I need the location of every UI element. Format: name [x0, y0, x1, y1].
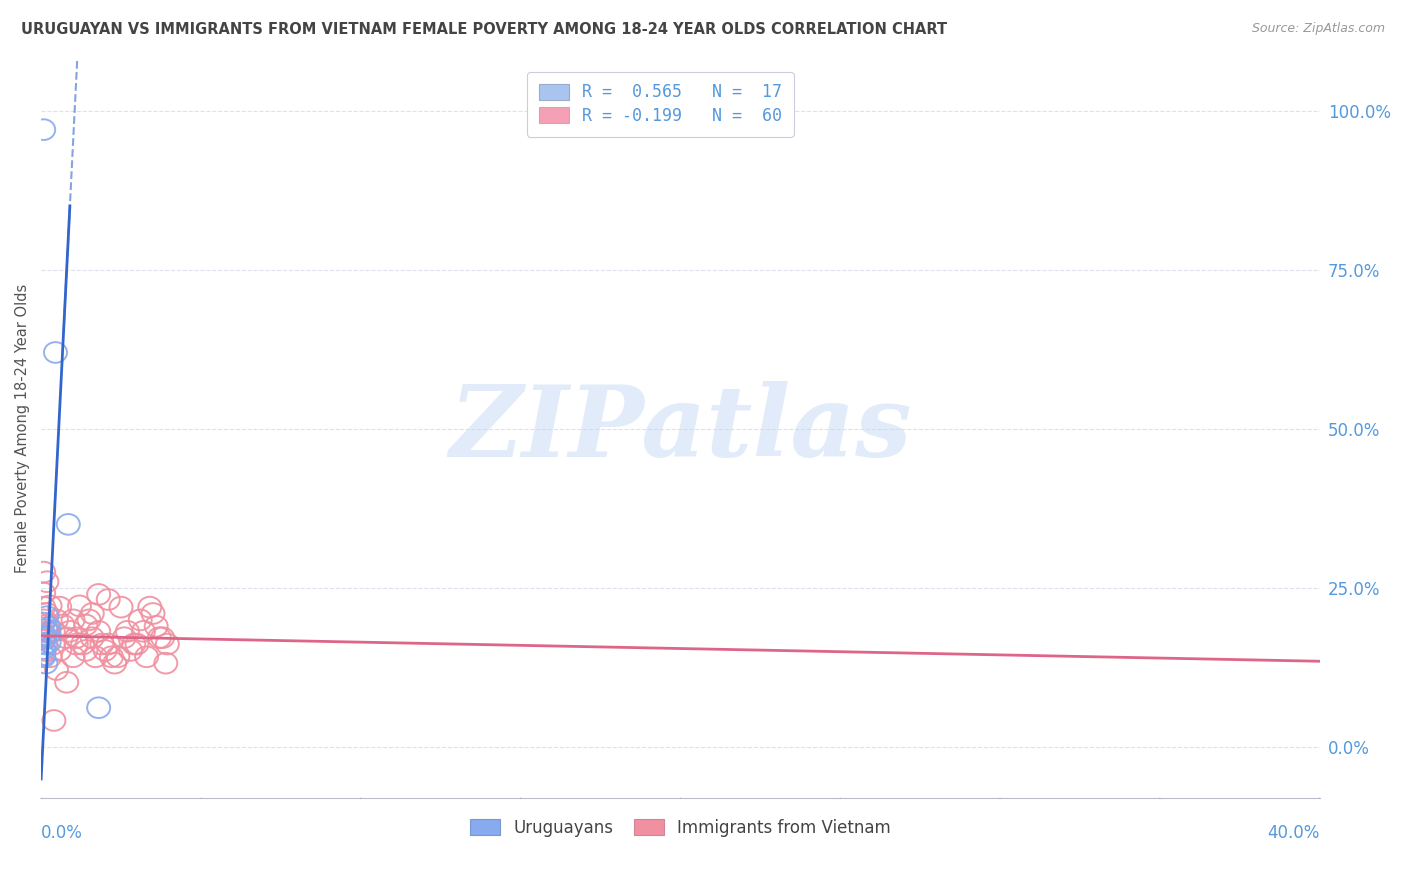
Text: ZIPatlas: ZIPatlas [449, 381, 911, 477]
Legend: Uruguayans, Immigrants from Vietnam: Uruguayans, Immigrants from Vietnam [461, 811, 898, 846]
Y-axis label: Female Poverty Among 18-24 Year Olds: Female Poverty Among 18-24 Year Olds [15, 285, 30, 574]
Text: Source: ZipAtlas.com: Source: ZipAtlas.com [1251, 22, 1385, 36]
Text: URUGUAYAN VS IMMIGRANTS FROM VIETNAM FEMALE POVERTY AMONG 18-24 YEAR OLDS CORREL: URUGUAYAN VS IMMIGRANTS FROM VIETNAM FEM… [21, 22, 948, 37]
Text: 40.0%: 40.0% [1267, 823, 1320, 842]
Text: 0.0%: 0.0% [41, 823, 83, 842]
